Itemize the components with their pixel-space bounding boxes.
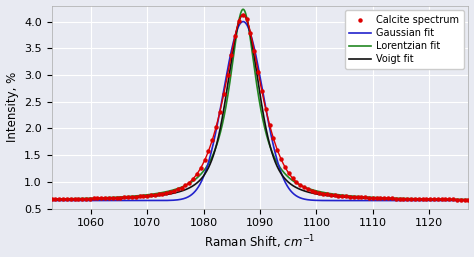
Line: Gaussian fit: Gaussian fit — [52, 22, 468, 200]
Lorentzian fit — [240, 8, 246, 11]
Calcite spectrum — [171, 189, 177, 192]
Gaussian fit — [413, 199, 419, 202]
Voigt fit — [121, 197, 127, 200]
Y-axis label: Intensity, %: Intensity, % — [6, 72, 18, 142]
Calcite spectrum — [49, 198, 55, 201]
Calcite spectrum — [240, 13, 246, 16]
X-axis label: Raman Shift, $cm^{-1}$: Raman Shift, $cm^{-1}$ — [204, 234, 316, 251]
Voigt fit — [227, 71, 232, 74]
Lorentzian fit — [465, 198, 471, 201]
Calcite spectrum — [255, 70, 261, 73]
Gaussian fit — [465, 199, 471, 202]
Voigt fit — [96, 197, 102, 200]
Voigt fit — [240, 13, 246, 16]
Calcite spectrum — [244, 17, 249, 21]
Calcite spectrum — [347, 195, 353, 198]
Voigt fit — [465, 198, 471, 201]
Line: Voigt fit: Voigt fit — [52, 15, 468, 200]
Gaussian fit — [49, 199, 55, 202]
Voigt fit — [457, 198, 463, 201]
Lorentzian fit — [413, 197, 419, 200]
Lorentzian fit — [49, 198, 55, 201]
Voigt fit — [209, 159, 214, 162]
Calcite spectrum — [443, 198, 448, 201]
Gaussian fit — [457, 199, 463, 202]
Lorentzian fit — [121, 195, 127, 198]
Line: Lorentzian fit: Lorentzian fit — [52, 9, 468, 199]
Gaussian fit — [240, 20, 246, 23]
Calcite spectrum — [465, 198, 471, 201]
Voigt fit — [49, 198, 55, 201]
Calcite spectrum — [458, 198, 464, 201]
Gaussian fit — [209, 150, 214, 153]
Gaussian fit — [227, 58, 232, 61]
Gaussian fit — [121, 199, 127, 202]
Lorentzian fit — [227, 83, 232, 86]
Lorentzian fit — [96, 196, 102, 199]
Legend: Calcite spectrum, Gaussian fit, Lorentzian fit, Voigt fit: Calcite spectrum, Gaussian fit, Lorentzi… — [345, 11, 464, 69]
Gaussian fit — [96, 199, 102, 202]
Lorentzian fit — [209, 157, 214, 160]
Line: Calcite spectrum: Calcite spectrum — [50, 13, 470, 201]
Voigt fit — [413, 198, 419, 201]
Lorentzian fit — [457, 198, 463, 201]
